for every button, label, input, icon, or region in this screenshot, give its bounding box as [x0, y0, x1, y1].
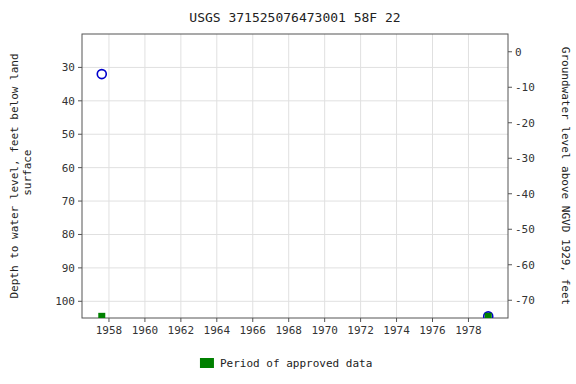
y2-tick-label: 0 — [515, 46, 522, 59]
x-tick-label: 1972 — [347, 324, 374, 337]
x-tick-label: 1976 — [419, 324, 446, 337]
y-tick — [78, 301, 82, 302]
grid-line — [468, 34, 469, 318]
grid-line — [82, 67, 508, 68]
x-tick — [252, 318, 253, 322]
grid-line — [108, 34, 109, 318]
x-tick — [288, 318, 289, 322]
plot-frame — [82, 34, 508, 318]
grid-line — [82, 167, 508, 168]
y-tick — [78, 67, 82, 68]
y-tick — [78, 201, 82, 202]
legend-swatch — [200, 358, 214, 368]
y-tick-label: 100 — [55, 295, 75, 308]
y2-tick — [508, 300, 512, 301]
x-tick-label: 1966 — [240, 324, 267, 337]
y2-tick — [508, 193, 512, 194]
y-tick — [78, 167, 82, 168]
grid-line — [252, 34, 253, 318]
grid-line — [432, 34, 433, 318]
grid-line — [396, 34, 397, 318]
x-tick — [396, 318, 397, 322]
x-tick-label: 1974 — [383, 324, 410, 337]
chart: 1958 1960 1962 1964 1966 1968 1970 1972 1974 1976… — [0, 0, 576, 384]
grid-line — [82, 301, 508, 302]
grid-line — [144, 34, 145, 318]
legend: Period of approved data — [200, 357, 372, 370]
y-axis-label: Depth to water level, feet below land su… — [8, 53, 34, 298]
y2-tick — [508, 122, 512, 123]
y-axis-label-line: surface — [21, 150, 34, 203]
x-tick — [216, 318, 217, 322]
x-tick — [324, 318, 325, 322]
legend-label: Period of approved data — [220, 357, 372, 370]
x-tick — [180, 318, 181, 322]
y2-tick-label: -40 — [515, 188, 535, 201]
title: USGS 371525076473001 58F 22 — [189, 10, 400, 25]
grid-line — [180, 34, 181, 318]
point-square — [98, 313, 105, 318]
y2-tick-label: -60 — [515, 259, 535, 272]
y-tick-label: 50 — [62, 128, 75, 141]
x-tick — [108, 318, 109, 322]
y-tick-label: 30 — [62, 61, 75, 74]
y2-tick — [508, 264, 512, 265]
y2-tick-label: -20 — [515, 117, 535, 130]
y2-axis-label: Groundwater level above NGVD 1929, feet — [559, 47, 572, 305]
y-tick-label: 40 — [62, 95, 75, 108]
y-tick-label: 70 — [62, 195, 75, 208]
x-tick-label: 1968 — [275, 324, 302, 337]
y2-tick — [508, 158, 512, 159]
y-tick-label: 80 — [62, 228, 75, 241]
y-tick — [78, 100, 82, 101]
x-tick-label: 1978 — [455, 324, 482, 337]
grid-line — [288, 34, 289, 318]
y-tick — [78, 134, 82, 135]
y2-tick-label: -10 — [515, 81, 535, 94]
y-tick — [78, 234, 82, 235]
y-tick-label: 90 — [62, 262, 75, 275]
y2-tick — [508, 229, 512, 230]
y-tick-label: 60 — [62, 162, 75, 175]
grid — [82, 34, 508, 318]
data — [97, 70, 492, 318]
x-tick-label: 1964 — [204, 324, 231, 337]
grid-line — [216, 34, 217, 318]
x-tick-label: 1958 — [96, 324, 123, 337]
y-axis-label-line: Depth to water level, feet below land — [8, 53, 21, 298]
grid-line — [324, 34, 325, 318]
x-tick-label: 1962 — [168, 324, 195, 337]
grid-line — [82, 234, 508, 235]
y2-tick-label: -30 — [515, 152, 535, 165]
y2-tick-label: -50 — [515, 223, 535, 236]
x-tick — [432, 318, 433, 322]
grid-line — [82, 100, 508, 101]
grid-line — [82, 201, 508, 202]
x-tick — [468, 318, 469, 322]
x-tick — [360, 318, 361, 322]
axes: 1958 1960 1962 1964 1966 1968 1970 1972 1974 1976… — [55, 46, 535, 337]
point-circle — [484, 312, 493, 318]
y-tick — [78, 267, 82, 268]
x-tick-label: 1970 — [311, 324, 338, 337]
point-circle — [97, 70, 106, 79]
point-square — [485, 313, 492, 318]
grid-line — [82, 134, 508, 135]
background — [0, 0, 576, 384]
y2-tick-label: -70 — [515, 294, 535, 307]
y2-tick — [508, 87, 512, 88]
x-tick-label: 1960 — [132, 324, 159, 337]
y2-tick — [508, 51, 512, 52]
grid-line — [82, 267, 508, 268]
x-tick — [144, 318, 145, 322]
grid-line — [360, 34, 361, 318]
